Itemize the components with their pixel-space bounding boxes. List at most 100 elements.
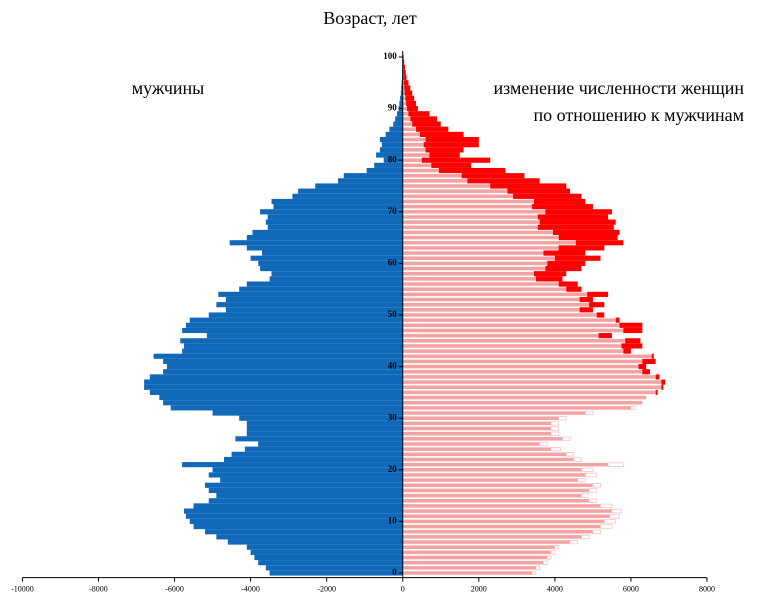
male-bar [149,389,403,395]
male-bar [381,142,403,148]
y-tick-label: 50 [388,309,398,319]
female-deficit [550,421,560,426]
female-bar [402,400,643,405]
female-excess [638,364,647,370]
female-deficit [584,410,594,416]
male-bar [273,204,403,210]
male-bar [239,415,403,421]
female-bar [402,266,546,271]
male-bar [182,327,403,334]
male-bar [229,240,403,246]
female-excess [539,219,616,225]
female-bar [402,282,559,286]
male-bar [397,111,403,117]
female-bar [402,328,624,333]
male-bar [267,214,403,220]
male-bar [376,152,403,158]
female-excess [545,265,582,272]
male-bar [401,80,403,86]
female-bar [402,251,544,255]
female-excess [558,235,618,241]
male-bar [223,456,403,463]
male-bar [153,353,403,359]
male-bar [225,307,403,313]
female-bar [402,550,552,555]
female-bar [402,96,406,101]
male-bar [260,209,403,215]
female-deficit [539,441,548,447]
male-bar [389,126,403,132]
female-bar [402,297,580,302]
female-deficit [554,545,560,550]
female-excess [533,271,567,277]
female-bar [402,189,508,193]
female-excess [419,131,464,137]
male-bar [235,436,403,442]
x-tick-label: 0 [401,584,405,592]
female-bar [402,323,620,328]
female-excess [642,358,656,365]
female-bar [402,344,622,348]
y-tick-label: 80 [388,154,398,164]
male-bar [246,235,403,241]
female-bar [402,504,601,508]
female-bar [402,535,582,539]
male-bar [185,322,403,328]
female-bar [402,106,407,111]
female-excess [416,126,449,132]
male-bar [180,338,403,344]
female-deficit [581,493,590,498]
male-bar [227,539,403,545]
female-bar [402,364,639,369]
female-bar [402,457,574,462]
male-bar [258,560,403,566]
x-tick-label: -4000 [241,584,260,592]
male-bar [170,405,403,411]
male-bar [184,508,403,514]
female-excess [537,224,614,230]
male-bar [383,157,403,163]
female-deficit [546,555,552,560]
x-tick-label: 2000 [471,584,487,592]
male-bar [163,369,403,375]
male-bar [269,276,403,282]
male-bar [193,503,403,509]
male-bar [246,425,403,432]
female-bar [402,313,597,317]
male-bar [182,462,403,468]
female-excess [661,384,664,390]
female-deficit [573,457,582,462]
female-deficit [565,452,575,457]
y-tick-label: 70 [388,206,398,216]
x-tick-label: 4000 [547,584,563,592]
male-bar [159,394,403,401]
female-bar [402,292,588,297]
female-excess [423,142,479,148]
male-bar [252,229,403,236]
female-bar [402,210,546,214]
female-deficit [600,503,613,509]
female-deficit [584,472,598,478]
female-excess [598,333,612,339]
male-bar [216,302,403,308]
x-tick-label: -8000 [89,584,108,592]
female-bar [402,385,662,390]
male-bar [250,255,403,261]
male-bar [400,95,403,101]
female-excess [406,100,417,107]
male-bar [216,493,403,499]
female-excess [619,322,643,328]
male-bar [239,286,403,292]
male-bar [246,420,403,426]
female-bar [402,380,662,384]
female-bar [402,519,605,524]
y-tick-label: 30 [388,412,398,422]
female-bar [402,308,580,312]
female-bar [402,406,631,410]
female-excess [425,136,479,143]
female-bar [402,235,559,240]
female-bar [402,81,404,85]
male-bar [246,431,403,437]
female-bar [402,271,534,276]
female-excess [575,240,624,246]
